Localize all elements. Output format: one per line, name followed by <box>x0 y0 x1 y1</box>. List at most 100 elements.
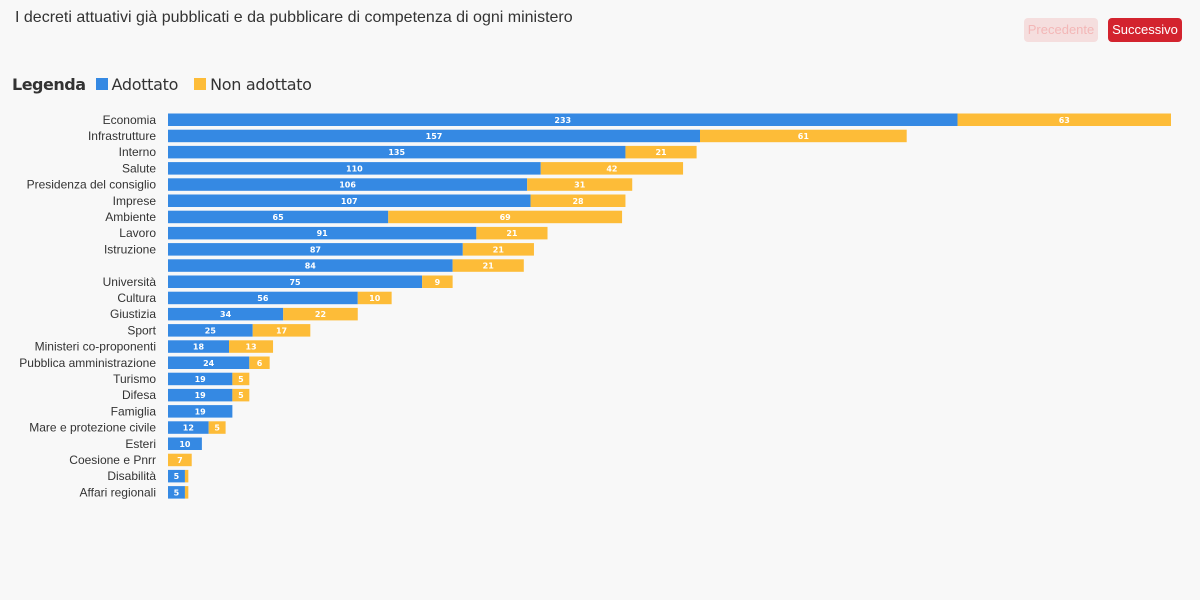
category-label: Turismo <box>113 372 156 386</box>
value-label: 34 <box>220 310 232 319</box>
category-label: Disabilità <box>107 469 156 483</box>
bar-adottato <box>168 210 389 224</box>
bar-adottato <box>168 324 253 337</box>
bar-adottato <box>168 469 185 483</box>
value-label: 87 <box>310 245 321 254</box>
category-label: Affari regionali <box>80 485 157 499</box>
value-label: 106 <box>339 181 356 190</box>
bar-adottato <box>168 162 541 175</box>
category-label: Ministeri co-proponenti <box>35 340 156 354</box>
value-label: 21 <box>483 262 495 271</box>
legend: Legenda Adottato Non adottato <box>12 73 328 95</box>
legend-item-non-adottato[interactable]: Non adottato <box>194 75 312 94</box>
bar-non-adottato <box>530 194 626 207</box>
value-label: 28 <box>572 197 584 206</box>
bar-adottato <box>168 356 250 369</box>
bar-adottato <box>168 405 233 418</box>
bar-adottato <box>168 259 453 272</box>
category-label: Difesa <box>122 388 156 402</box>
value-label: 19 <box>195 391 207 400</box>
bar-non-adottato <box>184 486 189 499</box>
value-label: 18 <box>193 343 205 352</box>
bar-non-adottato <box>388 210 623 224</box>
value-label: 5 <box>174 488 180 497</box>
bar-adottato <box>168 226 477 240</box>
category-label: Infrastrutture <box>88 129 156 143</box>
value-label: 10 <box>179 440 191 449</box>
legend-label-non-adottato: Non adottato <box>210 74 312 94</box>
category-label: Cultura <box>117 291 156 305</box>
category-label: Salute <box>122 161 156 175</box>
value-label: 61 <box>798 132 810 141</box>
bar-adottato <box>168 145 626 159</box>
bar-non-adottato <box>540 162 684 175</box>
chart-title: I decreti attuativi già pubblicati e da … <box>15 9 573 26</box>
category-label: Sport <box>127 323 156 337</box>
value-label: 91 <box>317 229 329 238</box>
bar-non-adottato <box>625 145 697 159</box>
value-label: 233 <box>554 116 571 125</box>
bar-non-adottato <box>184 469 189 483</box>
value-label: 65 <box>273 213 285 222</box>
category-label: Presidenza del consiglio <box>27 178 157 192</box>
value-label: 157 <box>426 132 443 141</box>
value-label: 5 <box>214 424 220 433</box>
bar-non-adottato <box>699 129 907 143</box>
bar-adottato <box>168 178 528 191</box>
bar-non-adottato <box>527 178 633 191</box>
value-label: 110 <box>346 164 363 173</box>
bar-adottato <box>168 421 209 434</box>
bar-non-adottato <box>357 291 392 305</box>
value-label: 13 <box>245 343 256 352</box>
value-label: 5 <box>238 391 244 400</box>
value-label: 84 <box>305 262 317 271</box>
value-label: 63 <box>1059 116 1070 125</box>
category-label: Interno <box>119 145 157 159</box>
bar-adottato <box>168 275 423 288</box>
bar-non-adottato <box>228 340 274 353</box>
bar-adottato <box>168 388 233 402</box>
bar-non-adottato <box>452 259 524 272</box>
value-label: 5 <box>238 375 244 384</box>
bar-non-adottato <box>462 243 534 256</box>
value-label: 7 <box>177 456 183 465</box>
value-label: 12 <box>183 424 194 433</box>
bar-non-adottato <box>476 226 548 240</box>
bar-adottato <box>168 291 358 305</box>
bar-adottato <box>168 129 700 143</box>
bar-adottato <box>168 340 229 353</box>
value-label: 135 <box>388 148 405 157</box>
value-label: 24 <box>203 359 215 368</box>
value-label: 25 <box>205 326 217 335</box>
legend-title: Legenda <box>12 74 86 94</box>
category-label: Pubblica amministrazione <box>19 356 156 370</box>
bar-non-adottato <box>252 324 311 337</box>
bar-adottato <box>168 113 958 126</box>
category-label: Lavoro <box>119 226 156 240</box>
value-label: 9 <box>435 278 441 287</box>
bar-non-adottato <box>283 307 358 321</box>
category-label: Esteri <box>125 437 156 451</box>
bar-non-adottato <box>168 453 192 467</box>
legend-label-adottato: Adottato <box>111 74 179 94</box>
bar-non-adottato <box>249 356 270 369</box>
bar-non-adottato <box>957 113 1171 126</box>
next-button[interactable]: Successivo <box>1108 18 1182 42</box>
value-label: 19 <box>195 407 207 416</box>
previous-button[interactable]: Precedente <box>1024 18 1098 42</box>
category-label: Economia <box>103 113 157 127</box>
value-label: 17 <box>276 326 287 335</box>
legend-swatch-non-adottato <box>194 78 207 90</box>
bar-adottato <box>168 486 185 499</box>
legend-item-adottato[interactable]: Adottato <box>95 74 179 94</box>
bar-non-adottato <box>208 421 226 434</box>
bar-non-adottato <box>232 372 250 386</box>
category-label: Imprese <box>113 194 157 208</box>
category-label: Istruzione <box>104 242 156 256</box>
category-label: Coesione e Pnrr <box>69 453 156 467</box>
value-label: 22 <box>315 310 326 319</box>
value-label: 56 <box>257 294 269 303</box>
category-label: Mare e protezione civile <box>29 421 156 435</box>
category-label: Ambiente <box>105 210 156 224</box>
value-label: 42 <box>606 164 617 173</box>
